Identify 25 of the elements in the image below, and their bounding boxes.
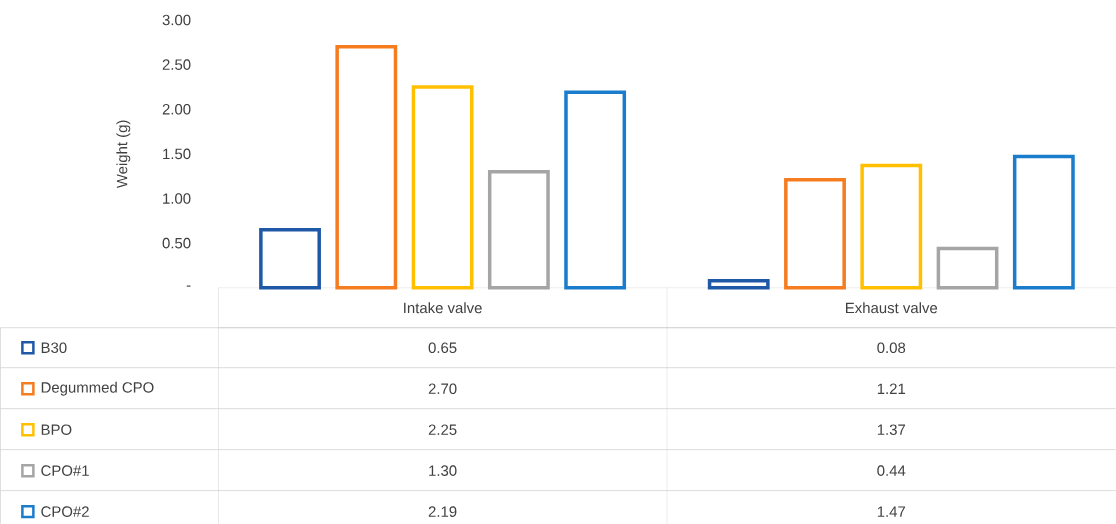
data-label: 0.08: [877, 342, 906, 354]
y-axis-title: Weight (g): [116, 120, 131, 189]
legend-label: Degummed CPO: [41, 381, 154, 396]
x-tick-label: Intake valve: [404, 302, 482, 314]
y-tick-label: 3.00: [162, 14, 191, 26]
y-tick-label: 0.50: [162, 237, 191, 249]
legend-label: CPO#2: [41, 506, 89, 517]
x-tick-label: Exhaust valve: [846, 302, 938, 314]
legend-label: BPO: [41, 424, 72, 435]
legend-label: CPO#1: [41, 465, 89, 476]
data-label: 1.30: [429, 465, 457, 476]
y-tick-label: -: [186, 285, 191, 287]
data-label: 1.21: [877, 383, 906, 394]
data-label: 2.25: [428, 424, 457, 435]
data-label: 1.47: [877, 506, 906, 517]
y-tick-label: 2.50: [162, 59, 191, 70]
y-tick-label: 1.00: [163, 193, 191, 204]
legend-label: B30: [41, 342, 67, 354]
data-label: 2.19: [428, 506, 457, 517]
data-label: 0.65: [428, 342, 457, 354]
data-label: 0.44: [877, 465, 906, 476]
data-label: 2.70: [428, 383, 457, 394]
y-tick-label: 2.00: [162, 103, 191, 115]
y-tick-label: 1.50: [163, 148, 191, 160]
data-label: 1.37: [877, 424, 906, 435]
